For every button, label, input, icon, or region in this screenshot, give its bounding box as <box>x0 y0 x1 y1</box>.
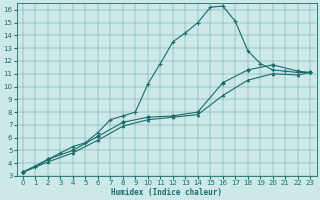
X-axis label: Humidex (Indice chaleur): Humidex (Indice chaleur) <box>111 188 222 197</box>
